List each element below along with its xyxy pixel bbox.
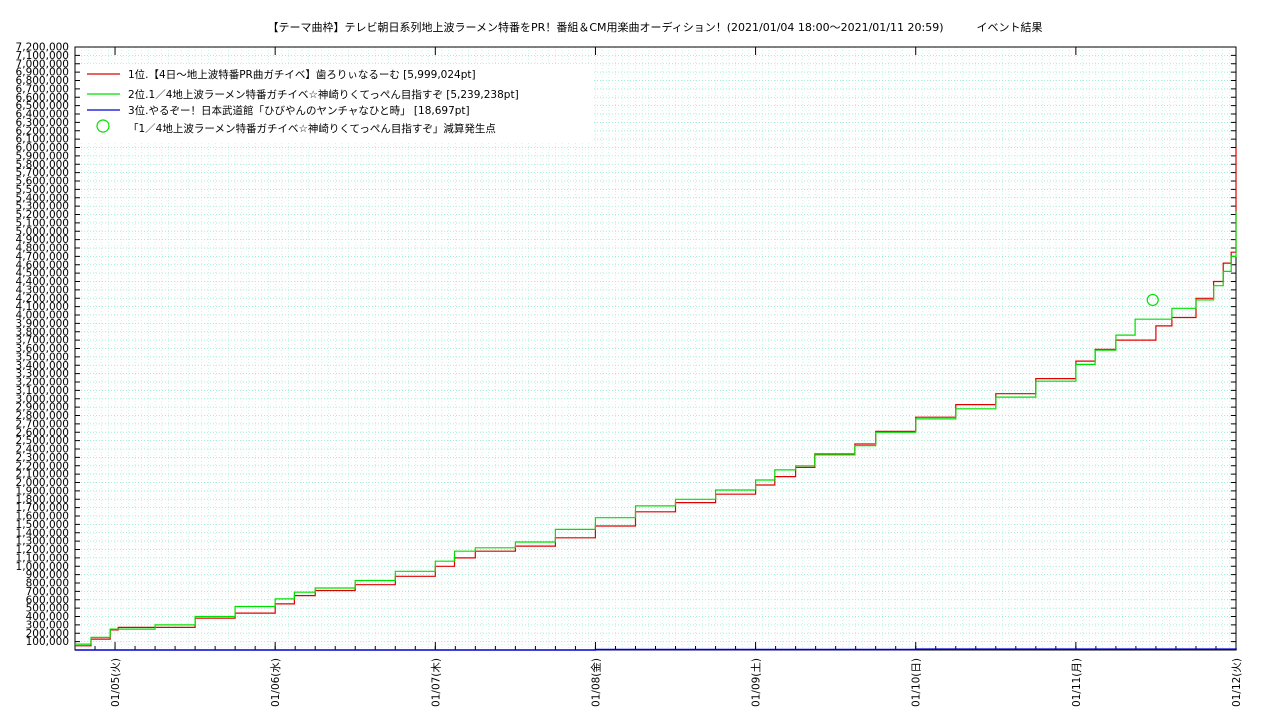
x-tick-label: 01/05(火) — [110, 658, 122, 707]
y-tick-label: 6,700,000 — [16, 83, 69, 95]
y-tick-label: 7,200,000 — [16, 42, 69, 54]
y-tick-label: 4,800,000 — [16, 243, 69, 255]
y-tick-label: 6,600,000 — [16, 92, 69, 104]
y-tick-label: 700,000 — [26, 586, 69, 598]
y-tick-label: 500,000 — [26, 603, 69, 615]
y-tick-label: 4,600,000 — [16, 259, 69, 271]
y-tick-label: 100,000 — [26, 636, 69, 648]
y-tick-label: 5,500,000 — [16, 184, 69, 196]
y-tick-label: 7,000,000 — [16, 58, 69, 70]
x-tick-label: 01/12(火) — [1231, 658, 1243, 707]
series-layer — [75, 147, 1237, 651]
y-tick-label: 1,400,000 — [16, 527, 69, 539]
x-tick-label: 01/08(金) — [589, 658, 602, 707]
y-tick-label: 1,500,000 — [16, 519, 69, 531]
plot-area — [75, 47, 1236, 650]
y-tick-label: 6,100,000 — [16, 134, 69, 146]
y-tick-label: 3,600,000 — [16, 343, 69, 355]
y-tick-label: 3,500,000 — [16, 351, 69, 363]
y-tick-label: 1,900,000 — [16, 485, 69, 497]
y-tick-label: 300,000 — [26, 619, 69, 631]
legend-box — [80, 64, 592, 142]
grid-layer — [74, 46, 1237, 650]
y-tick-label: 6,400,000 — [16, 109, 69, 121]
y-tick-label: 2,000,000 — [16, 477, 69, 489]
y-tick-label: 1,200,000 — [16, 544, 69, 556]
y-tick-label: 4,100,000 — [16, 301, 69, 313]
y-tick-label: 2,600,000 — [16, 427, 69, 439]
legend-label-1: 1位.【4日〜地上波特番PR曲ガチイベ】歯ろりぃなるーむ [5,999,024p… — [128, 68, 476, 81]
y-tick-label: 1,800,000 — [16, 494, 69, 506]
y-tick-label: 2,100,000 — [16, 469, 69, 481]
y-tick-label: 3,700,000 — [16, 335, 69, 347]
y-tick-label: 1,700,000 — [16, 502, 69, 514]
y-tick-label: 6,500,000 — [16, 100, 69, 112]
y-tick-label: 5,400,000 — [16, 192, 69, 204]
y-tick-label: 900,000 — [26, 569, 69, 581]
y-tick-label: 5,200,000 — [16, 209, 69, 221]
y-tick-label: 1,100,000 — [16, 552, 69, 564]
x-tick-label: 01/11(月) — [1071, 658, 1083, 707]
y-tick-label: 4,900,000 — [16, 234, 69, 246]
y-tick-label: 2,400,000 — [16, 444, 69, 456]
y-tick-label: 400,000 — [26, 611, 69, 623]
y-tick-label: 6,800,000 — [16, 75, 69, 87]
legend-label-3: 3位.やるぞー！日本武道館「ひびやんのヤンチャなひと時」 [18,697pt] — [128, 104, 470, 117]
y-tick-label: 4,300,000 — [16, 284, 69, 296]
y-tick-label: 3,400,000 — [16, 360, 69, 372]
y-tick-label: 2,300,000 — [16, 452, 69, 464]
y-tick-label: 3,300,000 — [16, 368, 69, 380]
y-tick-label: 5,000,000 — [16, 226, 69, 238]
axis-layer: 100,000200,000300,000400,000500,000600,0… — [16, 42, 1243, 707]
y-tick-label: 1,000,000 — [16, 561, 69, 573]
y-tick-label: 4,400,000 — [16, 276, 69, 288]
y-tick-label: 3,000,000 — [16, 393, 69, 405]
y-tick-label: 4,500,000 — [16, 268, 69, 280]
y-tick-label: 1,300,000 — [16, 536, 69, 548]
y-tick-label: 3,200,000 — [16, 377, 69, 389]
series-line-3 — [75, 648, 1237, 651]
y-tick-label: 5,100,000 — [16, 217, 69, 229]
legend: 1位.【4日〜地上波特番PR曲ガチイベ】歯ろりぃなるーむ [5,999,024p… — [80, 64, 592, 142]
x-tick-label: 01/06(水) — [270, 658, 282, 707]
y-tick-label: 3,100,000 — [16, 385, 69, 397]
y-tick-label: 4,200,000 — [16, 293, 69, 305]
deduction-marker — [1146, 293, 1159, 307]
y-tick-label: 6,000,000 — [16, 142, 69, 154]
y-tick-label: 2,900,000 — [16, 402, 69, 414]
y-tick-label: 3,800,000 — [16, 326, 69, 338]
y-tick-label: 6,900,000 — [16, 67, 69, 79]
y-tick-label: 4,000,000 — [16, 310, 69, 322]
y-tick-label: 3,900,000 — [16, 318, 69, 330]
y-tick-label: 2,200,000 — [16, 460, 69, 472]
y-tick-label: 6,200,000 — [16, 125, 69, 137]
y-tick-label: 7,100,000 — [16, 50, 69, 62]
y-tick-label: 200,000 — [26, 628, 69, 640]
series-line-2 — [75, 211, 1237, 645]
y-tick-label: 2,700,000 — [16, 418, 69, 430]
y-tick-label: 600,000 — [26, 594, 69, 606]
y-tick-label: 800,000 — [26, 578, 69, 590]
legend-marker-swatch — [96, 119, 110, 133]
y-tick-label: 2,500,000 — [16, 435, 69, 447]
y-tick-label: 5,600,000 — [16, 176, 69, 188]
y-tick-label: 4,700,000 — [16, 251, 69, 263]
y-tick-label: 5,700,000 — [16, 167, 69, 179]
y-tick-label: 6,300,000 — [16, 117, 69, 129]
y-tick-label: 2,800,000 — [16, 410, 69, 422]
y-tick-label: 5,300,000 — [16, 201, 69, 213]
y-tick-label: 5,900,000 — [16, 150, 69, 162]
x-tick-label: 01/07(木) — [430, 658, 442, 707]
legend-label-marker: 「1／4地上波ラーメン特番ガチイベ☆神崎りくてっぺん目指すぞ」減算発生点 — [128, 122, 496, 135]
legend-label-2: 2位.1／4地上波ラーメン特番ガチイベ☆神崎りくてっぺん目指すぞ [5,239,… — [128, 88, 519, 101]
x-tick-label: 01/10(日) — [911, 658, 923, 707]
y-tick-label: 1,600,000 — [16, 511, 69, 523]
x-tick-label: 01/09(土) — [750, 658, 763, 707]
chart-title: 【テーマ曲枠】テレビ朝日系列地上波ラーメン特番をPR！番組＆CM用楽曲オーディシ… — [267, 21, 1043, 34]
series-line-1 — [75, 147, 1237, 647]
y-tick-label: 5,800,000 — [16, 159, 69, 171]
